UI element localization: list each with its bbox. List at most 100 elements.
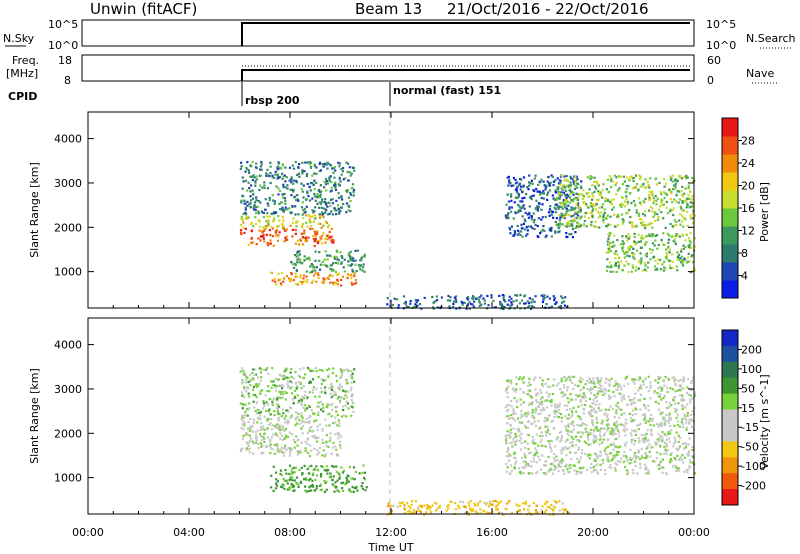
data-cell <box>317 411 320 414</box>
data-cell <box>409 506 412 509</box>
data-cell <box>271 428 274 431</box>
data-cell <box>675 447 678 450</box>
data-cell <box>583 219 586 223</box>
data-cell <box>300 427 303 430</box>
data-cell <box>251 430 254 433</box>
power-data <box>239 160 697 311</box>
data-cell <box>281 374 284 377</box>
data-cell <box>594 220 597 223</box>
data-cell <box>268 196 271 199</box>
data-cell <box>514 440 517 443</box>
data-cell <box>504 389 507 392</box>
data-cell <box>517 378 521 381</box>
data-cell <box>319 474 323 477</box>
data-cell <box>625 403 628 406</box>
data-cell <box>347 204 350 207</box>
data-cell <box>352 466 356 469</box>
data-cell <box>576 214 580 217</box>
colorbar-swatch <box>722 262 738 281</box>
data-cell <box>634 204 637 207</box>
data-cell <box>258 188 261 192</box>
data-cell <box>674 378 677 381</box>
data-cell <box>350 273 353 276</box>
data-cell <box>648 234 652 237</box>
data-cell <box>495 500 499 503</box>
data-cell <box>335 249 338 252</box>
data-cell <box>561 207 564 210</box>
data-cell <box>363 255 366 258</box>
data-cell <box>512 427 515 430</box>
data-cell <box>319 222 322 225</box>
data-cell <box>638 178 642 181</box>
data-cell <box>507 408 510 411</box>
data-cell <box>664 182 668 185</box>
data-cell <box>510 379 513 383</box>
data-cell <box>618 416 621 419</box>
data-cell <box>293 196 296 199</box>
data-cell <box>580 403 584 406</box>
data-cell <box>534 407 538 410</box>
data-cell <box>350 490 353 493</box>
data-cell <box>587 431 590 434</box>
data-cell <box>548 513 551 516</box>
data-cell <box>689 241 692 244</box>
nave-tick-high: 60 <box>707 54 721 67</box>
data-cell <box>464 505 467 508</box>
data-cell <box>612 454 615 457</box>
data-cell <box>638 399 641 402</box>
data-cell <box>614 438 617 441</box>
data-cell <box>310 409 313 412</box>
data-cell <box>660 466 663 469</box>
data-cell <box>312 184 315 187</box>
data-cell <box>519 188 522 191</box>
data-cell <box>244 206 247 209</box>
colorbar-tick-label: 12 <box>741 225 755 238</box>
data-cell <box>638 386 641 390</box>
data-cell <box>323 469 326 472</box>
data-cell <box>262 233 265 236</box>
data-cell <box>517 209 520 212</box>
data-cell <box>282 377 285 381</box>
data-cell <box>668 188 671 191</box>
data-cell <box>689 190 692 193</box>
data-cell <box>643 440 646 443</box>
data-cell <box>495 506 498 509</box>
data-cell <box>629 458 632 461</box>
data-cell <box>521 378 524 381</box>
data-cell <box>539 426 542 429</box>
data-cell <box>656 197 659 200</box>
data-cell <box>240 418 243 421</box>
data-cell <box>564 394 567 397</box>
data-cell <box>309 181 312 185</box>
data-cell <box>393 297 396 300</box>
data-cell <box>482 509 485 512</box>
data-cell <box>334 181 337 184</box>
data-cell <box>643 404 646 407</box>
data-cell <box>569 175 572 178</box>
data-cell <box>560 462 563 465</box>
data-cell <box>693 394 696 397</box>
data-cell <box>268 397 271 400</box>
data-cell <box>582 189 585 192</box>
data-cell <box>600 377 603 380</box>
data-cell <box>563 175 566 178</box>
data-cell <box>516 185 519 188</box>
data-cell <box>650 413 653 417</box>
data-cell <box>528 394 531 397</box>
data-cell <box>656 438 659 441</box>
data-cell <box>281 396 285 399</box>
data-cell <box>339 180 342 183</box>
data-cell <box>281 196 285 199</box>
data-cell <box>284 398 287 401</box>
data-cell <box>334 416 337 419</box>
data-cell <box>516 428 519 431</box>
data-cell <box>338 422 341 425</box>
data-cell <box>266 241 269 245</box>
data-cell <box>282 454 286 457</box>
data-cell <box>288 279 291 282</box>
data-cell <box>250 184 253 187</box>
data-cell <box>609 452 612 455</box>
data-cell <box>660 398 663 401</box>
data-cell <box>287 420 291 423</box>
data-cell <box>359 268 362 271</box>
